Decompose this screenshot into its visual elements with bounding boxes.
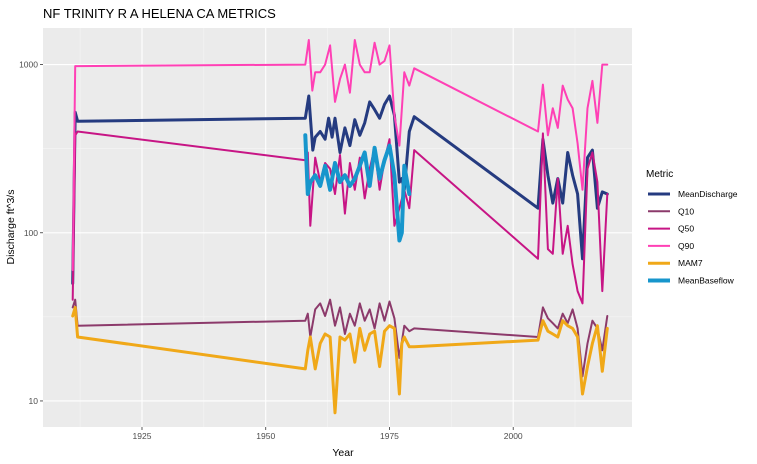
legend-label-q10: Q10 — [678, 206, 694, 216]
y-tick-label: 10 — [29, 396, 39, 406]
legend-label-q50: Q50 — [678, 224, 694, 234]
series-line-meanbaseflow — [303, 133, 412, 243]
legend-label-meanbaseflow: MeanBaseflow — [678, 276, 735, 286]
x-axis-label: Year — [332, 447, 354, 459]
legend-label-q90: Q90 — [678, 241, 694, 251]
legend-title: Metric — [646, 169, 673, 180]
series-line-meandischarge — [71, 94, 609, 285]
legend-label-meandischarge: MeanDischarge — [678, 189, 738, 199]
legend: Metric MeanDischarge Q10 Q50 Q90 MAM7 MeanBas… — [646, 169, 738, 286]
major-grid — [43, 28, 632, 427]
series-line-mam7 — [71, 305, 609, 415]
x-tick-label: 1975 — [380, 431, 399, 441]
legend-label-mam7: MAM7 — [678, 258, 703, 268]
axis-ticks: 1925 1950 1975 2000 10 100 1000 — [19, 60, 523, 441]
series-line-q10 — [71, 298, 609, 378]
chart-title: NF TRINITY R A HELENA CA METRICS — [43, 6, 276, 21]
x-tick-label: 1925 — [133, 431, 152, 441]
y-tick-label: 1000 — [19, 60, 38, 70]
series-layer — [71, 39, 609, 415]
y-tick-label: 100 — [24, 228, 38, 238]
series-line-q90 — [71, 39, 609, 272]
x-tick-label: 1950 — [256, 431, 275, 441]
y-axis-label: Discharge ft^3/s — [5, 190, 17, 265]
x-tick-label: 2000 — [504, 431, 523, 441]
